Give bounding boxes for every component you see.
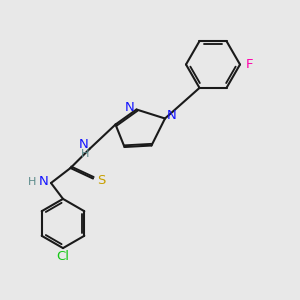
Text: N: N xyxy=(125,100,135,114)
Text: N: N xyxy=(167,109,176,122)
Text: N: N xyxy=(79,138,88,152)
Text: H: H xyxy=(28,177,37,187)
Text: S: S xyxy=(97,173,106,187)
Text: N: N xyxy=(39,175,48,188)
Text: F: F xyxy=(245,58,253,71)
Text: Cl: Cl xyxy=(56,250,70,263)
Text: H: H xyxy=(81,149,89,159)
